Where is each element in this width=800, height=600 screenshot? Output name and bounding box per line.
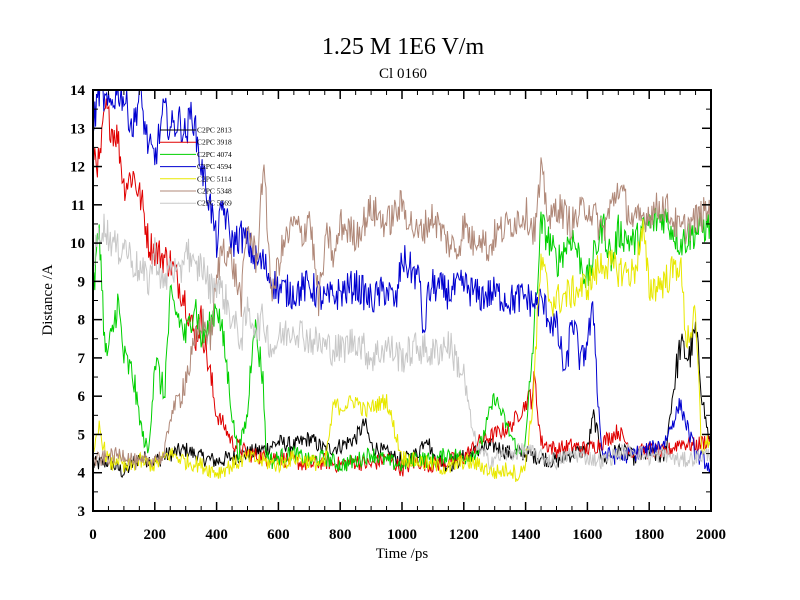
y-tick-label: 13	[70, 121, 85, 137]
chart-title: 1.25 M 1E6 V/m	[322, 34, 485, 60]
legend-label: C2PC 4074	[197, 150, 232, 159]
legend-label: C2PC 5569	[197, 199, 232, 208]
x-tick-label: 400	[205, 527, 228, 543]
legend-label: C2PC 4594	[197, 162, 232, 171]
x-tick-label: 1800	[634, 527, 664, 543]
y-tick-label: 9	[78, 274, 86, 290]
y-tick-label: 14	[70, 83, 86, 99]
y-tick-label: 4	[78, 466, 86, 482]
x-tick-label: 0	[89, 527, 97, 543]
y-tick-label: 8	[78, 313, 86, 329]
legend-entry-c2pc-4594: C2PC 4594	[160, 162, 232, 171]
y-tick-label: 3	[78, 504, 86, 520]
x-tick-label: 800	[329, 527, 352, 543]
y-tick-label: 6	[78, 389, 86, 405]
axes-layer: 0 200 400 600 800 1000 1200 1400 1600 1800 2000 3 4 5…	[70, 83, 726, 543]
series-line-c2pc-5569	[93, 213, 711, 471]
x-axis-label: Time /ps	[376, 546, 429, 562]
x-tick-label: 1400	[511, 527, 541, 543]
y-tick-label: 11	[71, 198, 85, 214]
series-line-c2pc-4074	[93, 207, 711, 472]
legend-entry-c2pc-5348: C2PC 5348	[160, 187, 232, 196]
legend-label: C2PC 3918	[197, 138, 232, 147]
x-tick-label: 1200	[449, 527, 479, 543]
legend-label: C2PC 5348	[197, 187, 232, 196]
y-tick-label: 7	[78, 351, 86, 367]
x-tick-label: 2000	[696, 527, 726, 543]
y-tick-label: 5	[78, 427, 86, 443]
series-line-c2pc-3918	[93, 98, 711, 477]
legend-entry-c2pc-5569: C2PC 5569	[160, 199, 232, 208]
series-layer	[93, 90, 711, 482]
y-tick-label: 12	[70, 160, 85, 176]
legend-entry-c2pc-4074: C2PC 4074	[160, 150, 232, 159]
series-line-c2pc-5114	[93, 218, 711, 482]
legend-entry-c2pc-3918: C2PC 3918	[160, 138, 232, 147]
legend-label: C2PC 5114	[197, 174, 232, 183]
series-line-c2pc-5348	[93, 157, 711, 470]
x-tick-label: 1000	[387, 527, 417, 543]
x-tick-label: 200	[144, 527, 167, 543]
y-axis-label: Distance /A	[40, 264, 56, 335]
series-line-c2pc-4594	[93, 90, 711, 474]
legend-entry-c2pc-2813: C2PC 2813	[160, 126, 232, 135]
chart-subtitle: Cl 0160	[379, 66, 427, 82]
legend: C2PC 2813 C2PC 3918 C2PC 4074 C2PC 4594 C2PC…	[160, 126, 232, 208]
x-tick-label: 1600	[572, 527, 602, 543]
y-tick-label: 10	[70, 236, 85, 252]
legend-entry-c2pc-5114: C2PC 5114	[160, 174, 232, 183]
x-tick-label: 600	[267, 527, 290, 543]
legend-label: C2PC 2813	[197, 126, 232, 135]
